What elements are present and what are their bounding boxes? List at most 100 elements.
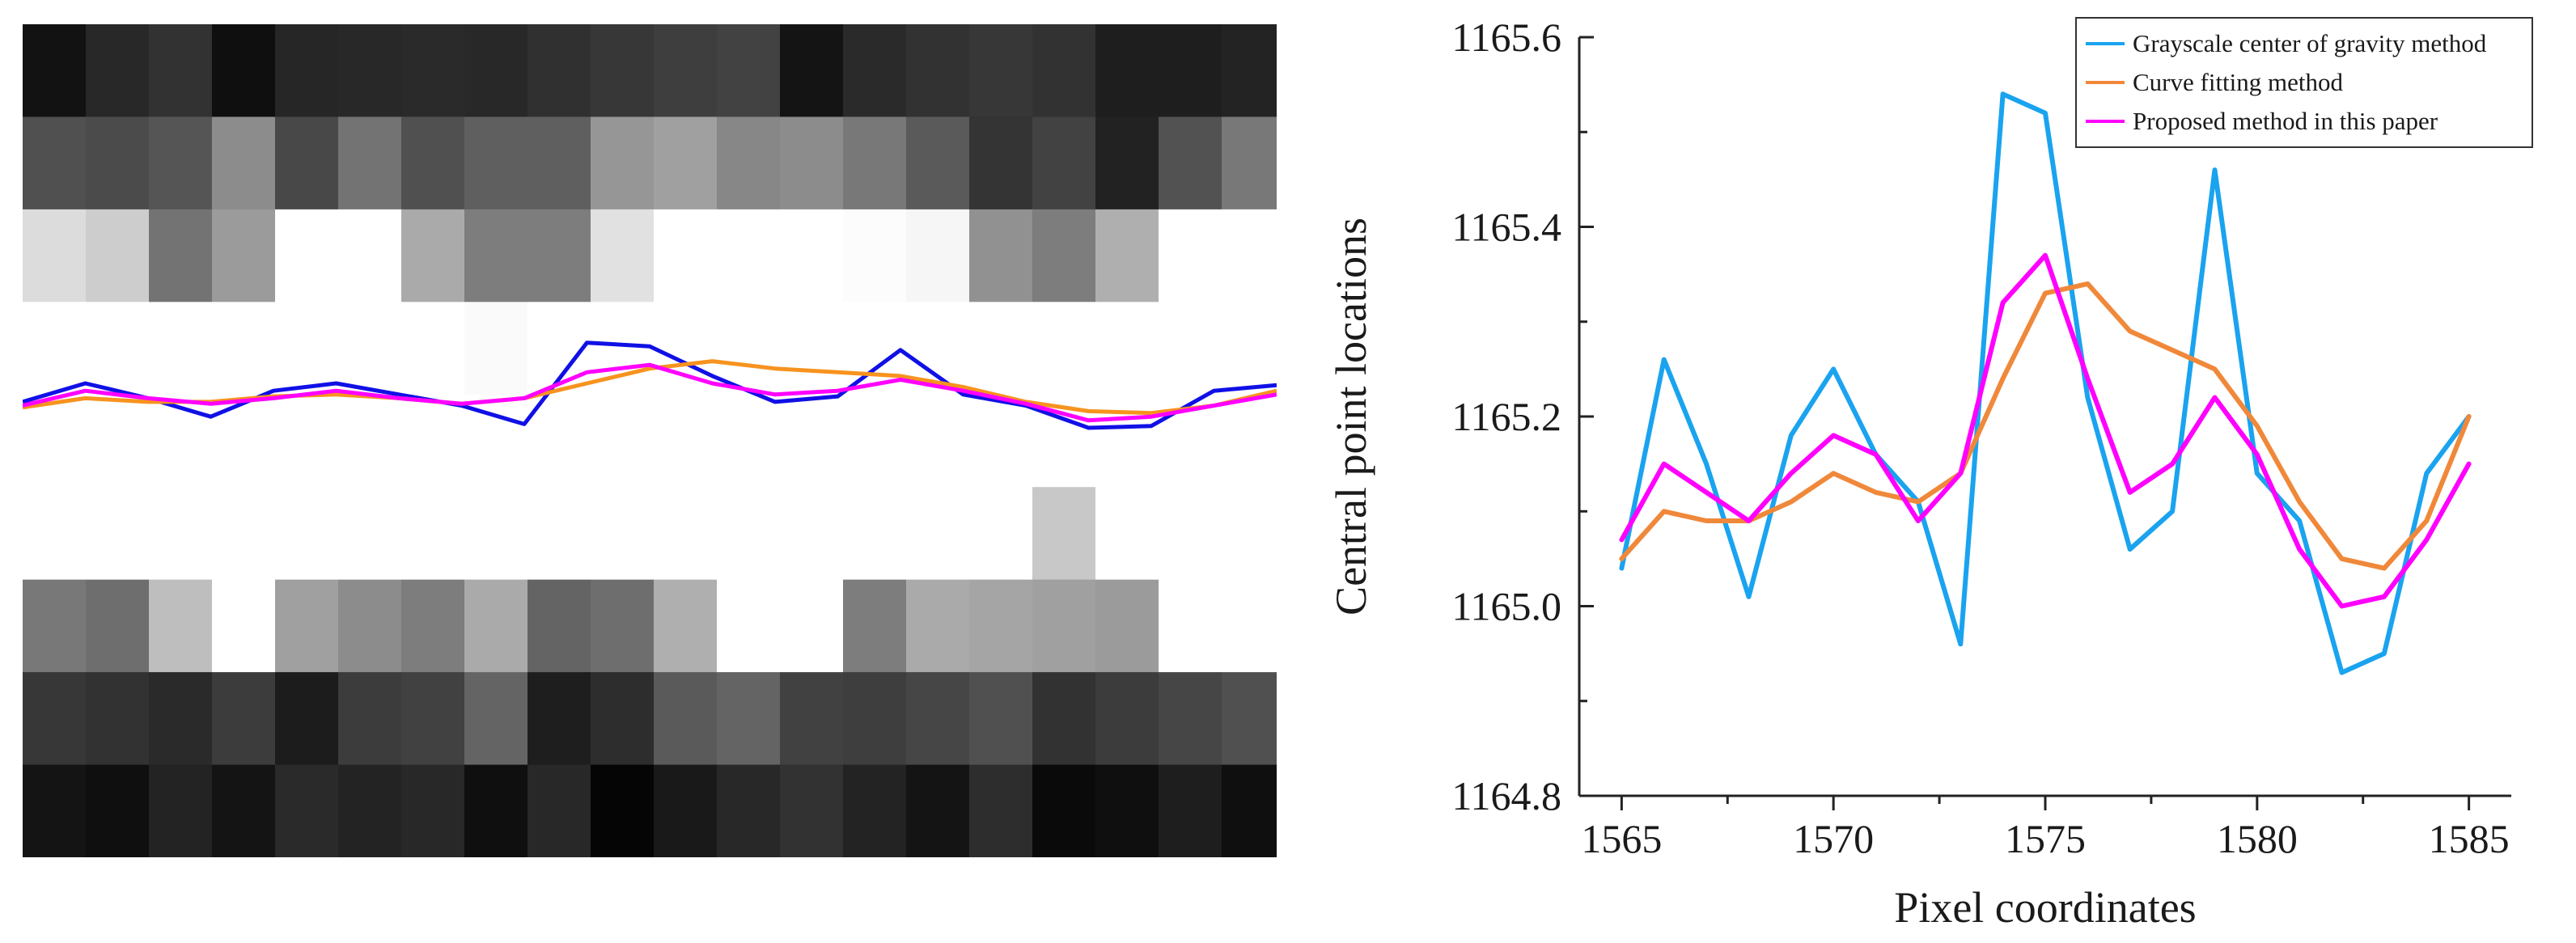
pixel-cell: [717, 24, 781, 117]
pixel-cell: [906, 209, 970, 302]
pixel-cell: [654, 487, 718, 581]
y-axis-title: Central point locations: [1327, 218, 1375, 615]
pixel-cell: [1032, 209, 1096, 302]
pixel-cell: [591, 672, 655, 766]
pixel-cell: [1159, 302, 1222, 395]
pixel-cell: [906, 487, 970, 581]
pixel-cell: [464, 302, 528, 395]
legend-label: Proposed method in this paper: [2133, 107, 2438, 135]
pixel-cell: [1095, 487, 1159, 581]
pixel-cell: [843, 394, 907, 488]
pixel-cell: [527, 24, 591, 117]
pixel-cell: [527, 579, 591, 673]
pixel-cell: [1159, 487, 1222, 581]
pixel-cell: [401, 764, 465, 858]
pixel-cell: [1159, 209, 1222, 302]
pixel-cell: [1032, 579, 1096, 673]
pixel-cell: [23, 209, 87, 302]
pixel-cell: [780, 116, 844, 210]
pixel-cell: [464, 209, 528, 302]
series-line-1: [1619, 91, 2472, 675]
pixel-cell: [527, 764, 591, 858]
pixel-cell: [717, 579, 781, 673]
y-tick-label: 1164.8: [1451, 773, 1561, 818]
pixel-cell: [86, 394, 150, 488]
pixel-cell: [149, 764, 213, 858]
pixel-cell: [654, 116, 718, 210]
pixel-cell: [1222, 209, 1277, 302]
pixel-cell: [212, 764, 276, 858]
x-tick-label: 1585: [2429, 816, 2510, 861]
pixel-cell: [149, 302, 213, 395]
chart-svg: 1164.8 1165.0 1165.2 1165.4 1165.6 1565 1570 15…: [1327, 15, 2533, 932]
pixel-cell: [464, 24, 528, 117]
central-point-chart: 1164.8 1165.0 1165.2 1165.4 1165.6 1565 1570 15…: [1294, 0, 2576, 939]
x-tick-label: 1565: [1581, 816, 1662, 861]
pixel-cell: [23, 579, 87, 673]
pixel-cell: [212, 209, 276, 302]
pixel-cell: [464, 116, 528, 210]
pixel-cell: [86, 672, 150, 766]
pixel-cell: [464, 487, 528, 581]
x-axis-title: Pixel coordinates: [1894, 883, 2196, 932]
pixel-cell: [780, 672, 844, 766]
pixel-cell: [1222, 579, 1277, 673]
pixel-cell: [780, 394, 844, 488]
pixel-cell: [86, 764, 150, 858]
pixel-cell: [591, 764, 655, 858]
pixel-cell: [969, 672, 1033, 766]
pixel-cell: [717, 394, 781, 488]
pixel-cell: [1032, 116, 1096, 210]
pixel-cell: [86, 24, 150, 117]
pixel-cell: [1095, 209, 1159, 302]
pixel-cell: [275, 672, 339, 766]
x-tick-label: 1575: [2005, 816, 2086, 861]
pixel-cell: [1222, 394, 1277, 488]
pixel-cell: [401, 209, 465, 302]
pixel-cell: [401, 116, 465, 210]
pixel-cell: [527, 672, 591, 766]
pixel-cell: [591, 116, 655, 210]
pixel-cell: [1222, 302, 1277, 395]
grayscale-stripe-image: [22, 24, 1277, 858]
pixel-cell: [780, 209, 844, 302]
pixel-cell: [149, 394, 213, 488]
pixel-cell: [464, 579, 528, 673]
pixel-cell: [906, 672, 970, 766]
pixel-cell: [401, 394, 465, 488]
x-tick-label: 1570: [1793, 816, 1874, 861]
pixel-cell: [212, 487, 276, 581]
pixel-cell: [969, 116, 1033, 210]
y-tick-label: 1165.4: [1451, 205, 1561, 250]
pixel-cell: [654, 672, 718, 766]
pixel-cell: [654, 209, 718, 302]
axes: 1164.8 1165.0 1165.2 1165.4 1165.6 1565 1570 15…: [1451, 15, 2511, 861]
pixel-cell: [1159, 764, 1222, 858]
pixel-cell: [906, 116, 970, 210]
pixel-cell: [1095, 394, 1159, 488]
pixel-cell: [717, 672, 781, 766]
pixel-cell: [275, 394, 339, 488]
pixel-cell: [654, 394, 718, 488]
pixel-cell: [275, 579, 339, 673]
pixel-cell: [23, 24, 87, 117]
pixel-cell: [527, 209, 591, 302]
pixel-cell: [338, 764, 402, 858]
pixel-cell: [1095, 302, 1159, 395]
pixel-cell: [212, 24, 276, 117]
pixel-cell: [1159, 116, 1222, 210]
pixel-cell: [338, 24, 402, 117]
pixel-cell: [717, 302, 781, 395]
pixel-cell: [591, 487, 655, 581]
y-tick-label: 1165.6: [1451, 15, 1561, 60]
pixel-cell: [149, 116, 213, 210]
legend-label: Curve fitting method: [2133, 68, 2344, 96]
pixel-cell: [149, 24, 213, 117]
pixel-cell: [1222, 764, 1277, 858]
pixel-cell: [591, 579, 655, 673]
pixel-cell: [969, 209, 1033, 302]
pixel-cell: [843, 579, 907, 673]
pixel-cell: [1095, 672, 1159, 766]
pixel-cell: [212, 302, 276, 395]
pixel-cell: [780, 24, 844, 117]
